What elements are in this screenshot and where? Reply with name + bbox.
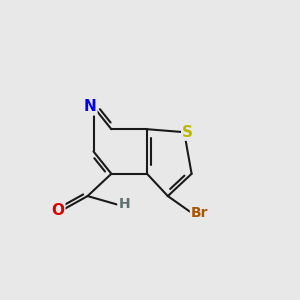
- Text: S: S: [182, 125, 193, 140]
- Text: O: O: [51, 203, 64, 218]
- Text: Br: Br: [191, 206, 208, 220]
- Text: O: O: [51, 203, 64, 218]
- Text: H: H: [118, 196, 130, 211]
- Text: H: H: [118, 196, 130, 211]
- Text: S: S: [182, 125, 193, 140]
- Text: Br: Br: [191, 206, 208, 220]
- Text: N: N: [84, 99, 96, 114]
- Text: N: N: [84, 99, 96, 114]
